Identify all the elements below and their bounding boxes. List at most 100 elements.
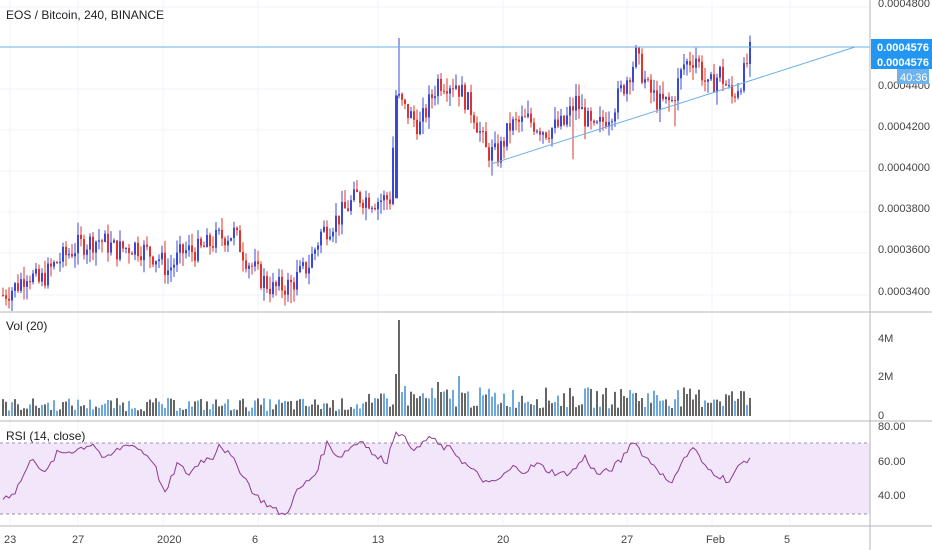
volume-bar [92,409,94,416]
volume-bar [317,404,319,416]
volume-bar [632,393,634,416]
candle-body [497,143,499,163]
candle-body [644,79,646,83]
candle-body [254,261,256,267]
candle-body [668,96,670,101]
candle-body [551,128,553,139]
volume-bar [311,404,313,416]
volume-bar [410,391,412,416]
candle-body [584,107,586,127]
volume-bar [497,404,499,416]
volume-bar [743,391,745,416]
volume-bar [128,401,130,416]
rsi-title[interactable]: RSI (14, close) [6,429,85,443]
candle-body [620,85,622,89]
candle-body [500,141,502,163]
volume-bar [38,407,40,416]
candle-body [428,94,430,118]
candle-body [641,53,643,83]
candle-body [587,111,589,127]
volume-bar [275,404,277,416]
volume-tick-1: 2M [878,371,893,383]
volume-bar [170,398,172,416]
candle-body [740,90,742,92]
candle-body [455,85,457,89]
volume-bar [569,387,571,416]
candle-body [494,143,496,148]
candle-body [443,90,445,92]
price-scale[interactable]: 0.0004800 0.0004400 0.0004200 0.0004000 … [878,0,930,298]
volume-bar [644,406,646,416]
candle-body [281,276,283,291]
price-tick-5: 0.0003600 [878,244,930,256]
volume-bar [149,399,151,416]
volume-bar [86,408,88,416]
volume-bar [269,399,271,416]
candle-body [695,58,697,68]
volume-bar [206,401,208,416]
candle-body [416,119,418,135]
volume-bar [116,398,118,416]
candle-body [482,131,484,133]
candle-body [374,207,376,210]
candle-body [248,265,250,269]
candle-body [449,88,451,94]
bar-countdown: 40:36 [900,72,928,84]
candle-body [434,96,436,99]
volume-bar [44,404,46,416]
volume-bar [476,405,478,416]
volume-bar [152,402,154,416]
last-price-value-2: 0.0004576 [877,57,929,69]
candle-body [110,242,112,253]
last-price-badge [871,39,932,54]
volume-bar [548,400,550,416]
candle-body [650,79,652,93]
candle-body [710,74,712,80]
candle-body [263,275,265,289]
price-tick-4: 0.0003800 [878,203,930,215]
candle-body [350,200,352,211]
volume-bar [32,398,34,416]
volume-bar [8,410,10,416]
time-axis[interactable]: 23 27 2020 6 13 20 27 Feb 5 [4,534,790,546]
volume-bar [155,398,157,416]
candle-body [59,261,61,264]
volume-bar [107,399,109,416]
candle-body [713,74,715,93]
volume-bar [617,407,619,416]
volume-bar [362,403,364,416]
volume-bar [356,404,358,416]
volume-bar [326,403,328,416]
candle-body [164,252,166,275]
volume-bar [131,408,133,416]
candle-body [17,283,19,291]
volume-bar [407,405,409,416]
candle-body [317,245,319,250]
time-tick-13: 13 [372,534,384,546]
volume-bar [98,407,100,416]
candle-body [218,229,220,231]
volume-bar [110,400,112,416]
volume-bar [104,403,106,416]
candle-body [119,241,121,260]
time-tick-6: 6 [252,534,258,546]
volume-bar [185,408,187,416]
volume-bar [467,391,469,416]
symbol-title[interactable]: EOS / Bitcoin, 240, BINANCE [6,8,164,22]
volume-title[interactable]: Vol (20) [6,319,47,333]
candle-body [77,234,79,254]
volume-bar [194,401,196,416]
volume-bar [347,409,349,416]
volume-bar [440,392,442,416]
candle-body [173,264,175,268]
volume-bar [398,320,400,416]
volume-bar [530,404,532,416]
volume-bar [590,388,592,416]
volume-bar [338,409,340,416]
volume-bar [140,409,142,416]
volume-bar [416,398,418,416]
rising-trendline[interactable] [490,46,856,165]
volume-bar [692,399,694,416]
volume-bar [626,397,628,416]
